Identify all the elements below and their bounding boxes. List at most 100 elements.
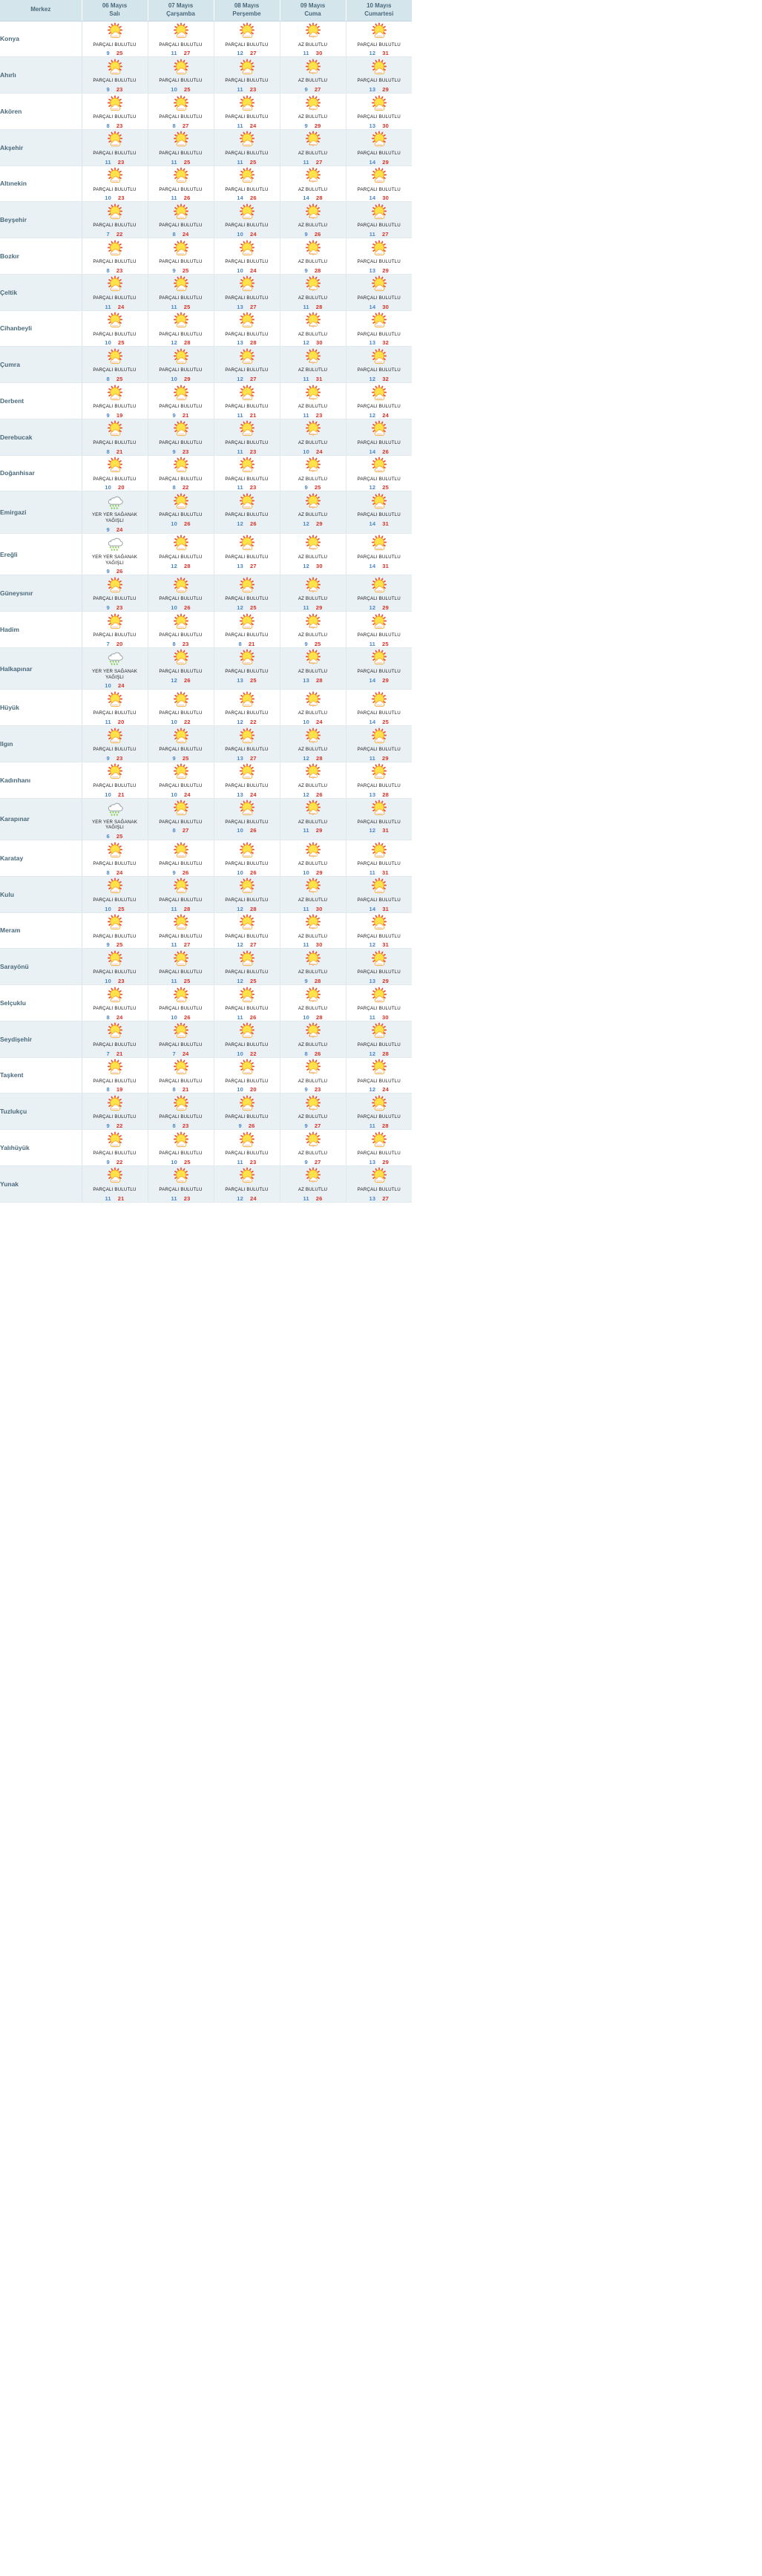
district-name-cell[interactable]: Kadınhanı <box>0 762 82 799</box>
sun-behind-cloud-icon <box>148 690 214 710</box>
max-temperature: 28 <box>316 754 323 762</box>
district-name-cell[interactable]: Sarayönü <box>0 948 82 985</box>
sun-behind-cloud-icon <box>82 1021 148 1042</box>
district-name-cell[interactable]: Altınekin <box>0 166 82 203</box>
max-temperature: 22 <box>184 719 191 725</box>
sun-behind-cloud-icon <box>82 22 148 42</box>
sun-behind-cloud-icon <box>346 799 413 819</box>
condition-text: PARÇALI BULUTLU <box>225 150 269 156</box>
min-temperature: 12 <box>237 520 243 527</box>
district-name-cell[interactable]: Doğanhisar <box>0 455 82 492</box>
min-temperature: 10 <box>237 1050 243 1057</box>
district-name-cell[interactable]: Ilgın <box>0 725 82 762</box>
district-name-cell[interactable]: Akören <box>0 93 82 130</box>
district-name-cell[interactable]: Güneysınır <box>0 575 82 612</box>
temperature-range: 9 25 <box>82 50 148 56</box>
district-name-cell[interactable]: Konya <box>0 21 82 58</box>
max-temperature: 29 <box>316 869 323 876</box>
forecast-cell: PARÇALI BULUTLU 11 27 <box>148 21 214 58</box>
condition-text: PARÇALI BULUTLU <box>93 933 137 939</box>
district-name-cell[interactable]: Yalıhüyük <box>0 1129 82 1166</box>
condition-text: PARÇALI BULUTLU <box>159 632 203 638</box>
forecast-cell: PARÇALI BULUTLU 10 23 <box>82 948 148 985</box>
district-name-cell[interactable]: Seydişehir <box>0 1021 82 1058</box>
sun-behind-cloud-icon <box>214 985 280 1005</box>
condition-text: PARÇALI BULUTLU <box>93 747 137 752</box>
min-temperature: 11 <box>303 411 309 419</box>
condition-text: PARÇALI BULUTLU <box>357 819 401 825</box>
max-temperature: 29 <box>316 520 323 527</box>
district-name-cell[interactable]: Tuzlukçu <box>0 1093 82 1130</box>
temperature-range: 10 21 <box>82 791 148 798</box>
temperature-range: 12 25 <box>214 604 280 611</box>
district-name-cell[interactable]: Derebucak <box>0 419 82 456</box>
header-date-2: 07 Mayıs <box>168 1 194 9</box>
district-name-cell[interactable]: Kulu <box>0 876 82 913</box>
forecast-cell: PARÇALI BULUTLU 11 24 <box>214 93 280 130</box>
forecast-cell: PARÇALI BULUTLU 11 27 <box>346 201 412 238</box>
min-temperature: 11 <box>303 1194 309 1202</box>
district-name-cell[interactable]: Ahırlı <box>0 56 82 94</box>
min-temperature: 11 <box>369 754 376 762</box>
district-name-cell[interactable]: Çumra <box>0 346 82 383</box>
min-temperature: 12 <box>369 50 376 57</box>
sun-behind-cloud-icon <box>214 22 280 42</box>
sun-behind-cloud-icon <box>82 57 148 77</box>
district-name-cell[interactable]: Bozkır <box>0 238 82 275</box>
condition-text: PARÇALI BULUTLU <box>93 150 137 156</box>
forecast-cell: PARÇALI BULUTLU 10 22 <box>214 1021 280 1058</box>
min-temperature: 7 <box>172 1050 176 1057</box>
table-row: Kulu PARÇALI BULUTLU 10 25 PARÇALI BULUTLU 11… <box>0 876 412 913</box>
temperature-range: 12 28 <box>280 755 346 762</box>
district-name-cell[interactable]: Yunak <box>0 1166 82 1203</box>
district-name-cell[interactable]: Çeltik <box>0 274 82 311</box>
district-name-cell[interactable]: Halkapınar <box>0 647 82 690</box>
condition-text: PARÇALI BULUTLU <box>225 632 269 638</box>
district-name-cell[interactable]: Hüyük <box>0 689 82 726</box>
temperature-range: 12 24 <box>346 1086 413 1093</box>
district-name-cell[interactable]: Ereğli <box>0 533 82 576</box>
min-temperature: 12 <box>369 484 376 491</box>
district-name-cell[interactable]: Taşkent <box>0 1057 82 1094</box>
district-name-cell[interactable]: Cihanbeyli <box>0 310 82 347</box>
forecast-cell: AZ BULUTLU 12 26 <box>280 762 346 799</box>
forecast-cell: PARÇALI BULUTLU 11 31 <box>346 840 412 877</box>
temperature-range: 12 31 <box>346 827 413 834</box>
table-row: Akören PARÇALI BULUTLU 8 23 PARÇALI BULUTLU 8… <box>0 93 412 130</box>
condition-text: PARÇALI BULUTLU <box>93 259 137 264</box>
temperature-range: 10 22 <box>214 1050 280 1057</box>
condition-text: PARÇALI BULUTLU <box>225 367 269 373</box>
sun-behind-cloud-icon <box>82 456 148 476</box>
condition-text: PARÇALI BULUTLU <box>225 114 269 120</box>
temperature-range: 14 28 <box>280 194 346 201</box>
forecast-cell: AZ BULUTLU 10 28 <box>280 984 346 1021</box>
min-temperature: 11 <box>303 303 309 310</box>
district-name-cell[interactable]: Karatay <box>0 840 82 877</box>
sun-behind-cloud-icon <box>82 726 148 746</box>
max-temperature: 28 <box>316 676 323 684</box>
district-name-cell[interactable]: Meram <box>0 912 82 949</box>
condition-text: PARÇALI BULUTLU <box>225 512 269 518</box>
district-name-cell[interactable]: Emirgazi <box>0 491 82 534</box>
district-name-cell[interactable]: Selçuklu <box>0 984 82 1021</box>
district-name-cell[interactable]: Derbent <box>0 382 82 419</box>
forecast-cell: PARÇALI BULUTLU 12 25 <box>214 948 280 985</box>
max-temperature: 23 <box>116 754 123 762</box>
temperature-range: 10 26 <box>214 869 280 876</box>
max-temperature: 29 <box>382 158 389 166</box>
district-name-cell[interactable]: Hadim <box>0 611 82 648</box>
forecast-cell: PARÇALI BULUTLU 12 24 <box>346 1057 412 1094</box>
min-temperature: 13 <box>237 754 243 762</box>
max-temperature: 24 <box>116 869 123 876</box>
forecast-cell: PARÇALI BULUTLU 12 26 <box>148 647 214 690</box>
condition-text: AZ BULUTLU <box>298 897 328 903</box>
forecast-cell: PARÇALI BULUTLU 9 23 <box>148 419 214 456</box>
table-row: Çumra PARÇALI BULUTLU 8 25 PARÇALI BULUTLU 10… <box>0 346 412 383</box>
condition-text: AZ BULUTLU <box>298 861 328 866</box>
district-name-cell[interactable]: Akşehir <box>0 129 82 166</box>
condition-text: AZ BULUTLU <box>298 150 328 156</box>
condition-text: AZ BULUTLU <box>298 78 328 84</box>
district-name-cell[interactable]: Beyşehir <box>0 201 82 238</box>
temperature-range: 9 22 <box>82 1122 148 1129</box>
district-name-cell[interactable]: Karapınar <box>0 798 82 840</box>
